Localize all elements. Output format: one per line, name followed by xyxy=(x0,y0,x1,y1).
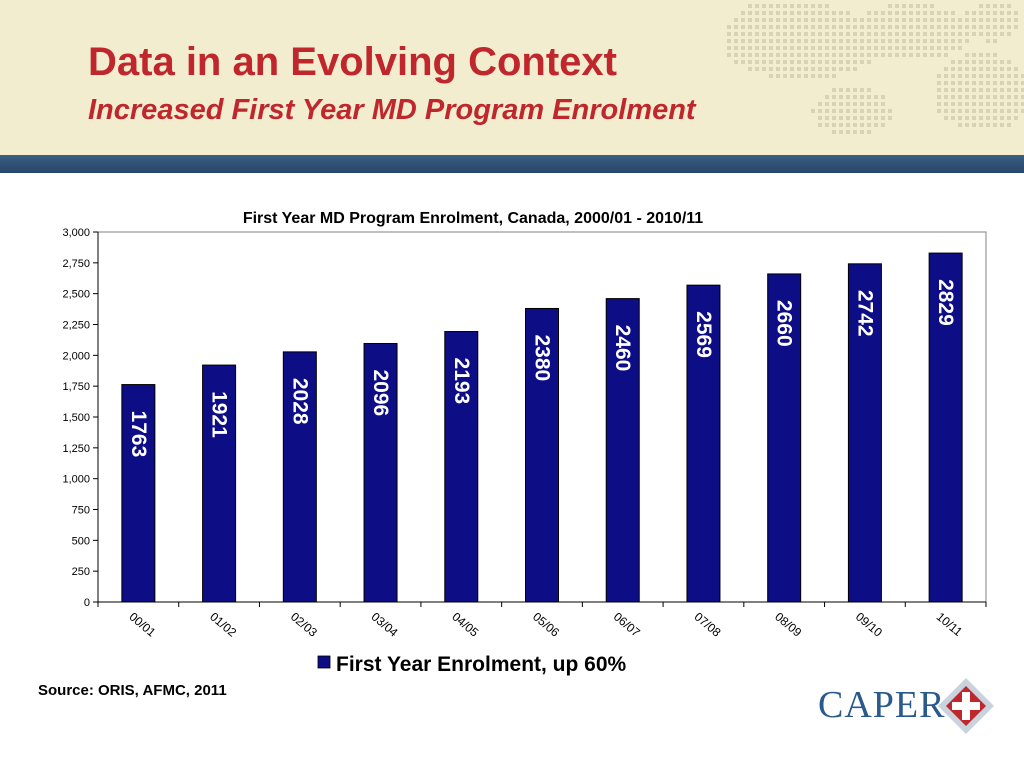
chart-bars xyxy=(121,252,963,603)
y-tick-label: 2,000 xyxy=(62,350,90,362)
bar-data-label: 1921 xyxy=(208,391,231,438)
bar xyxy=(767,273,802,603)
y-tick-label: 500 xyxy=(72,535,90,547)
x-tick-label: 07/08 xyxy=(692,610,724,640)
logo-cross-icon xyxy=(938,678,994,734)
x-tick-label: 08/09 xyxy=(772,610,804,640)
x-tick-label: 10/11 xyxy=(934,610,966,640)
bar xyxy=(202,364,237,603)
y-tick-label: 750 xyxy=(72,505,90,517)
y-tick-label: 2,750 xyxy=(62,258,90,270)
x-tick-label: 03/04 xyxy=(369,610,401,640)
bar-data-label: 2742 xyxy=(853,290,876,337)
bar-data-label: 2096 xyxy=(369,369,392,416)
x-tick-label: 01/02 xyxy=(207,610,239,640)
world-map-decoration xyxy=(727,4,1024,134)
bar-data-label: 2028 xyxy=(288,378,311,425)
x-tick-label: 06/07 xyxy=(611,610,643,640)
y-tick-label: 1,500 xyxy=(62,412,90,424)
chart-legend: First Year Enrolment, up 60% xyxy=(317,653,627,676)
legend-label: First Year Enrolment, up 60% xyxy=(336,653,627,676)
bar xyxy=(928,252,963,603)
legend-swatch xyxy=(317,655,331,669)
y-tick-label: 250 xyxy=(72,566,90,578)
slide-header: Data in an Evolving Context Increased Fi… xyxy=(0,0,1024,155)
bar xyxy=(605,298,640,603)
logo-text: CAPER xyxy=(818,684,946,726)
y-tick-label: 2,250 xyxy=(62,320,90,332)
bar xyxy=(282,351,317,603)
y-tick-label: 0 xyxy=(84,597,90,609)
bar xyxy=(363,342,398,603)
bar xyxy=(444,331,479,603)
bar-data-label: 2460 xyxy=(611,325,634,372)
x-tick-label: 02/03 xyxy=(288,610,320,640)
y-tick-label: 2,500 xyxy=(62,289,90,301)
bar-data-label: 2569 xyxy=(692,311,715,358)
x-tick-label: 00/01 xyxy=(126,610,158,640)
bar xyxy=(686,284,721,603)
header-band xyxy=(0,155,1024,173)
bar xyxy=(121,384,156,603)
bar xyxy=(847,263,882,603)
x-tick-label: 05/06 xyxy=(530,610,562,640)
source-note: Source: ORIS, AFMC, 2011 xyxy=(38,682,227,699)
bar xyxy=(525,307,559,603)
slide-title: Data in an Evolving Context xyxy=(88,40,617,84)
x-tick-label: 04/05 xyxy=(449,610,481,640)
y-tick-label: 1,250 xyxy=(62,443,90,455)
chart-data-labels: 1763 1921 2028 2096 2193 2380 2460 2569 2660 2742… xyxy=(127,279,957,457)
bar-data-label: 2660 xyxy=(773,300,796,347)
bar-data-label: 1763 xyxy=(127,411,150,458)
y-tick-label: 3,000 xyxy=(62,227,90,239)
slide-subtitle: Increased First Year MD Program Enrolmen… xyxy=(88,94,696,126)
x-tick-label: 09/10 xyxy=(853,610,885,640)
bar-data-label: 2380 xyxy=(531,334,554,381)
y-tick-label: 1,750 xyxy=(62,381,90,393)
y-tick-label: 1,000 xyxy=(62,474,90,486)
bar-data-label: 2829 xyxy=(934,279,957,326)
chart-title: First Year MD Program Enrolment, Canada,… xyxy=(243,210,703,227)
caper-logo: CAPER xyxy=(818,676,998,736)
bar-data-label: 2193 xyxy=(450,358,473,405)
